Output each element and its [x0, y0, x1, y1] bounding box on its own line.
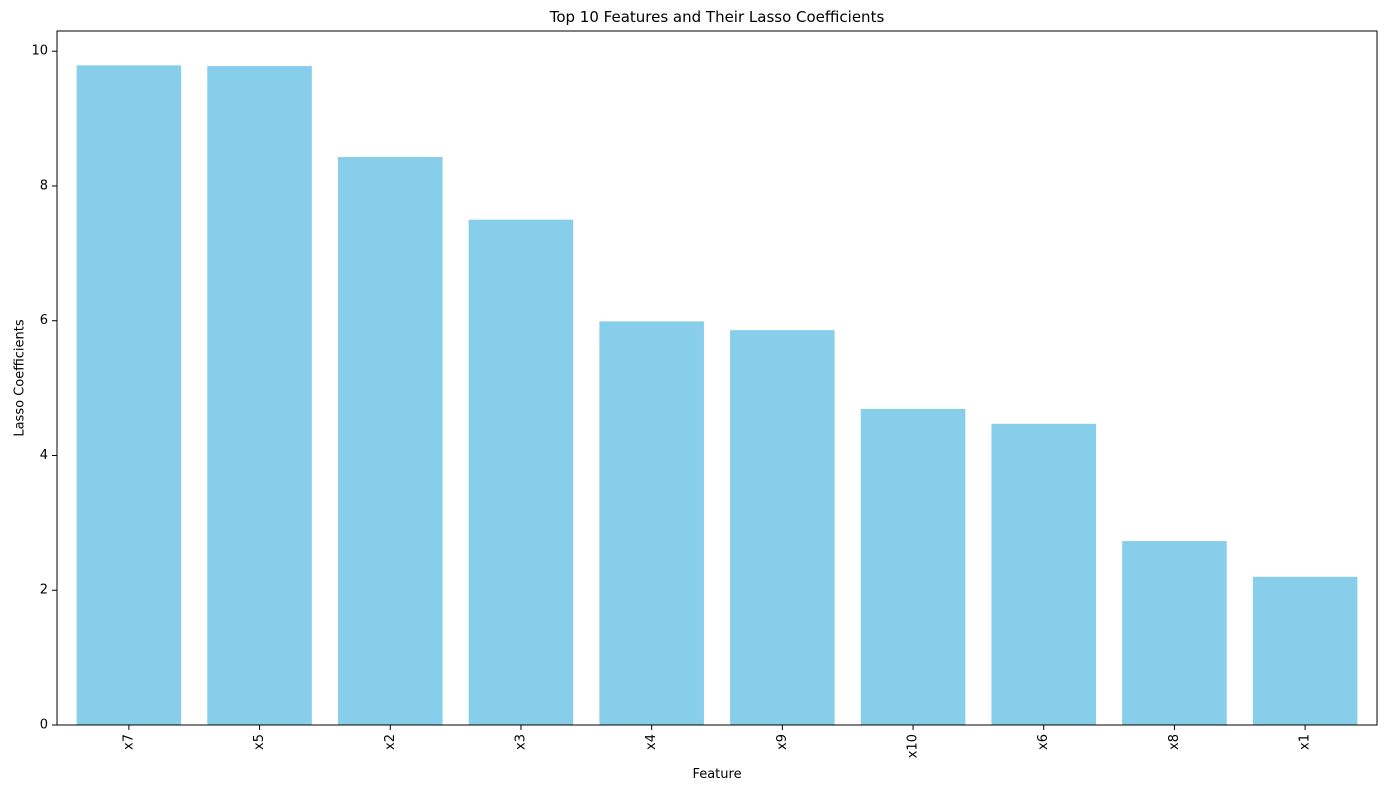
chart-title: Top 10 Features and Their Lasso Coeffici… — [549, 8, 885, 26]
y-tick-label: 10 — [31, 44, 48, 59]
x-tick-label: x6 — [1036, 734, 1051, 750]
y-tick-label: 8 — [40, 178, 48, 193]
x-tick-label: x4 — [644, 734, 659, 750]
bar-x4 — [599, 321, 704, 725]
y-tick-label: 4 — [40, 448, 48, 463]
x-tick-label: x7 — [121, 734, 136, 750]
bar-x10 — [860, 408, 966, 725]
plot-frame — [56, 30, 1378, 726]
x-tick-label: x9 — [775, 734, 790, 750]
bars-layer — [76, 65, 1358, 726]
x-tick-label: x5 — [252, 734, 267, 750]
bar-x2 — [337, 156, 443, 726]
bar-x9 — [730, 330, 835, 725]
bar-x1 — [1252, 576, 1358, 725]
x-tick-label: x8 — [1167, 734, 1182, 750]
x-tick-label: x2 — [383, 734, 398, 750]
x-tick-label: x10 — [906, 734, 921, 758]
bar-x3 — [468, 219, 574, 725]
y-tick-label: 0 — [40, 718, 48, 733]
bar-x8 — [1122, 541, 1227, 725]
x-tick-label: x3 — [513, 734, 528, 750]
y-tick-label: 6 — [40, 313, 48, 328]
bar-x6 — [991, 423, 1097, 725]
y-axis-label: Lasso Coefficients — [13, 319, 28, 437]
x-axis-ticks: x7 x5 x2 x3 x4 x9 x10 x6 x8 x1 — [121, 725, 1313, 758]
x-axis-label: Feature — [692, 767, 741, 782]
bar-x5 — [207, 66, 312, 726]
y-tick-label: 2 — [40, 583, 48, 598]
x-tick-label: x1 — [1298, 734, 1313, 750]
bar-x7 — [76, 65, 182, 726]
y-axis-ticks: 0 2 4 6 8 10 — [31, 44, 57, 733]
